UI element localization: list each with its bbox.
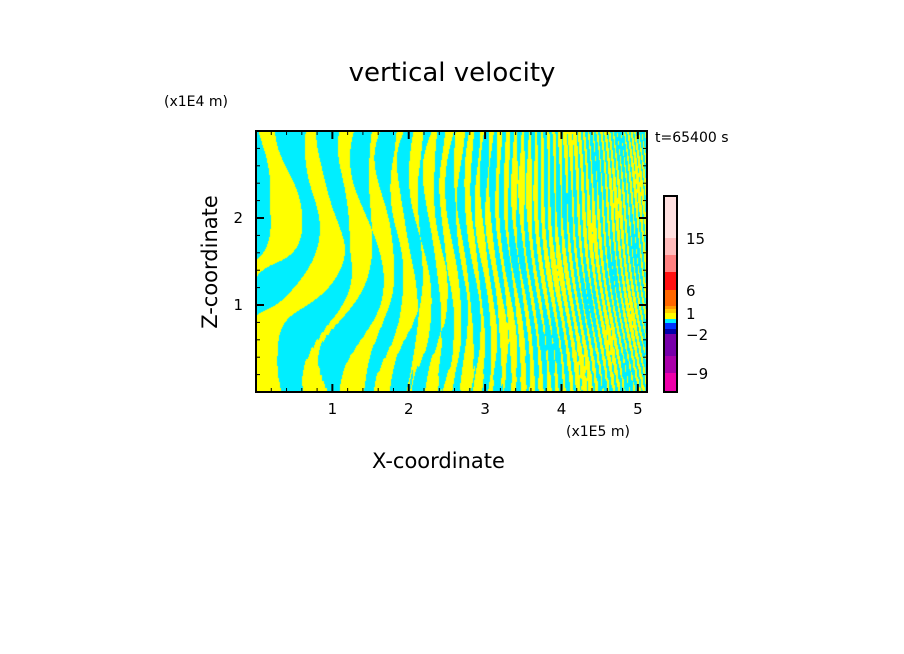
colorbar-label: −2 [686,326,708,344]
x-tick-label: 4 [557,400,567,418]
colorbar-segment [664,329,677,334]
x-tick-label: 3 [480,400,490,418]
colorbar-segment [664,306,677,309]
colorbar-segment [664,334,677,356]
y-tick-label: 2 [233,209,243,227]
colorbar-segment [664,272,677,290]
colorbar-segment [664,196,677,238]
colorbar-segment [664,238,677,255]
colorbar-label: 15 [686,230,705,248]
colorbar-segment [664,290,677,306]
colorbar-segment [664,356,677,373]
x-tick-label: 5 [633,400,643,418]
y-tick-label: 1 [233,296,243,314]
colorbar-label: 6 [686,282,696,300]
colorbar-segment [664,323,677,329]
x-tick-label: 1 [328,400,338,418]
colorbar-segment [664,373,677,392]
x-tick-label: 2 [404,400,414,418]
colorbar-segment [664,319,677,323]
plot-frame [255,130,648,393]
velocity-field [256,131,647,392]
colorbar-label: −9 [686,365,708,383]
colorbar-segment [664,313,677,319]
colorbar-segment [664,309,677,313]
x-axis-unit: (x1E5 m) [566,424,630,440]
x-axis-label: X-coordinate [372,449,505,473]
chart-title: vertical velocity [348,58,556,88]
colorbar-label: 1 [686,305,696,323]
z-axis-unit: (x1E4 m) [164,94,228,110]
colorbar-frame [663,195,678,393]
time-label: t=65400 s [655,130,729,146]
colorbar-segment [664,255,677,272]
